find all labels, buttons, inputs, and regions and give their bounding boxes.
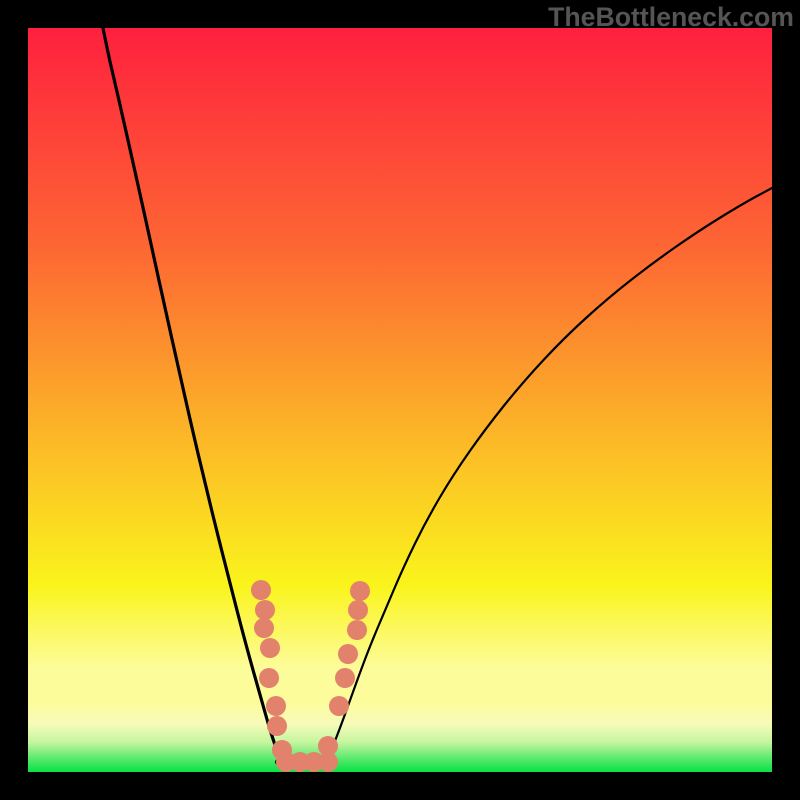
marker-left — [259, 668, 279, 688]
marker-left — [255, 600, 275, 620]
marker-left — [267, 716, 287, 736]
chart-canvas: TheBottleneck.com — [0, 0, 800, 800]
marker-left — [251, 580, 271, 600]
marker-left — [260, 638, 280, 658]
marker-left — [266, 696, 286, 716]
marker-bottom — [318, 752, 338, 772]
marker-right — [338, 644, 358, 664]
marker-right — [329, 696, 349, 716]
gradient-background — [28, 28, 772, 772]
marker-left — [254, 618, 274, 638]
marker-right — [335, 668, 355, 688]
marker-right — [348, 600, 368, 620]
watermark-text: TheBottleneck.com — [548, 2, 794, 33]
bottleneck-chart — [28, 28, 772, 772]
marker-right — [350, 581, 370, 601]
marker-right — [347, 620, 367, 640]
